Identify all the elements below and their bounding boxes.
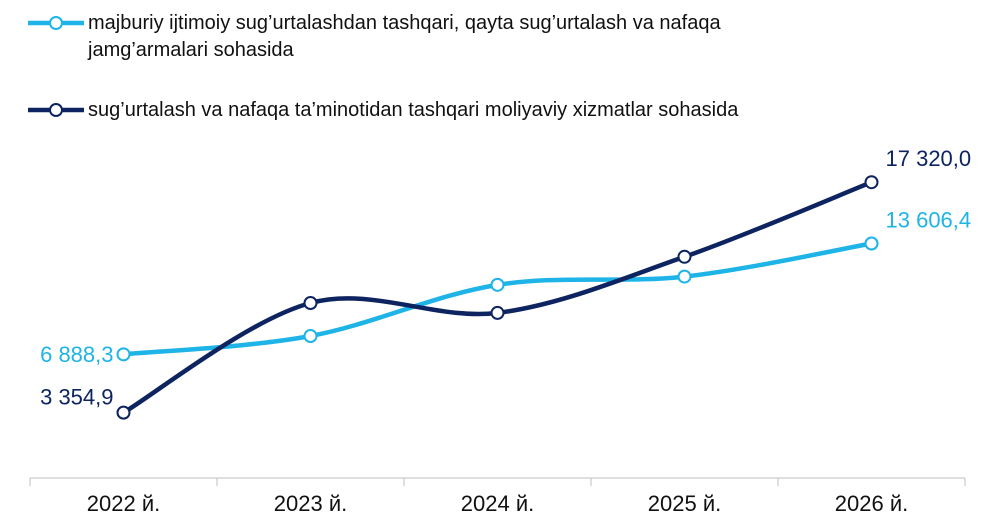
x-tick-label: 2023 й. [274,491,347,516]
legend-marker [49,16,63,30]
legend-marker [49,103,63,117]
x-tick-label: 2026 й. [835,491,908,516]
x-tick-label: 2024 й. [461,491,534,516]
value-label: 17 320,0 [886,146,972,171]
legend-label: majburiy ijtimoiy sug’urtalashdan tashqa… [88,12,721,61]
point [677,249,692,264]
legend-label: sug’urtalash va nafaqa ta’minotidan tash… [88,99,739,121]
x-tick-label: 2025 й. [648,491,721,516]
point [116,347,131,362]
x-tick-label: 2022 й. [87,491,160,516]
point [303,296,318,310]
point [864,175,879,190]
value-label: 3 354,9 [40,384,113,409]
point [490,305,505,320]
point [303,329,318,343]
point [677,269,692,284]
value-label: 6 888,3 [40,342,113,367]
point [116,405,131,420]
point [864,236,879,251]
point [490,277,505,292]
series-line [122,180,873,415]
value-label: 13 606,4 [886,207,972,232]
